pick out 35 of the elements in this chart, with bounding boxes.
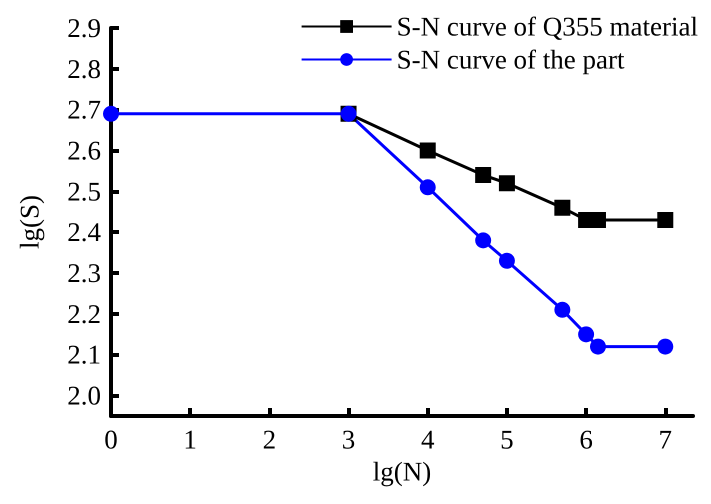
y-tick-label: 2.9 (67, 13, 101, 43)
point (554, 200, 570, 216)
x-tick-label: 2 (262, 424, 276, 454)
x-tick-label: 1 (183, 424, 197, 454)
x-tick-label: 4 (420, 424, 435, 454)
point (578, 326, 594, 342)
point (554, 302, 570, 318)
y-tick-label: 2.0 (67, 380, 101, 411)
y-tick-label: 2.1 (67, 340, 101, 370)
point (498, 252, 515, 269)
point (590, 338, 606, 355)
y-axis-title: lg(S) (14, 195, 44, 249)
x-axis-title: lg(N) (372, 456, 432, 486)
legend-label: S-N curve of Q355 material (396, 12, 698, 42)
legend-label: S-N curve of the part (396, 44, 626, 74)
point (657, 338, 674, 355)
x-tick-label: 5 (500, 424, 514, 454)
y-tick-label: 2.8 (67, 54, 101, 84)
x-tick-label: 0 (104, 424, 118, 454)
x-tick-label: 7 (658, 424, 672, 454)
y-tick-label: 2.6 (67, 136, 101, 166)
point (657, 212, 674, 228)
y-tick-label: 2.3 (67, 258, 101, 288)
y-tick-label: 2.4 (67, 217, 102, 248)
point (420, 179, 436, 196)
point (420, 142, 436, 159)
point (475, 167, 492, 184)
point (498, 175, 515, 192)
y-tick-label: 2.5 (67, 176, 101, 206)
y-tick-label: 2.2 (67, 298, 101, 329)
point (475, 232, 492, 248)
x-tick-label: 6 (579, 424, 593, 454)
point (103, 106, 119, 122)
x-tick-label: 3 (342, 424, 356, 454)
y-tick-label: 2.7 (67, 94, 101, 125)
